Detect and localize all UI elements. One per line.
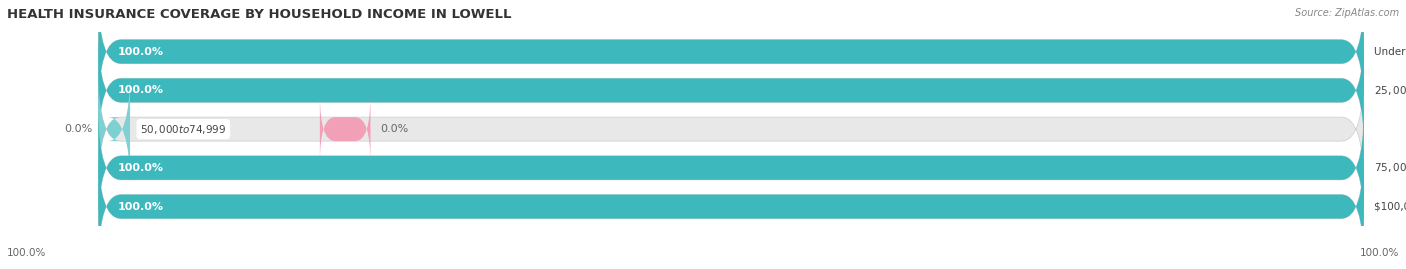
Text: 100.0%: 100.0%	[118, 47, 163, 57]
FancyBboxPatch shape	[98, 33, 1364, 148]
Text: 0.0%: 0.0%	[381, 124, 409, 134]
Text: $75,000 to $99,999: $75,000 to $99,999	[1374, 161, 1406, 174]
FancyBboxPatch shape	[98, 110, 1364, 226]
FancyBboxPatch shape	[98, 33, 1364, 148]
Text: $50,000 to $74,999: $50,000 to $74,999	[141, 123, 226, 136]
Text: 100.0%: 100.0%	[118, 201, 163, 212]
Text: $100,000 and over: $100,000 and over	[1374, 201, 1406, 212]
FancyBboxPatch shape	[321, 95, 371, 164]
Text: $25,000 to $49,999: $25,000 to $49,999	[1374, 84, 1406, 97]
FancyBboxPatch shape	[98, 0, 1364, 109]
FancyBboxPatch shape	[98, 149, 1364, 264]
Text: Source: ZipAtlas.com: Source: ZipAtlas.com	[1295, 8, 1399, 18]
FancyBboxPatch shape	[98, 0, 1364, 109]
Text: 100.0%: 100.0%	[118, 85, 163, 95]
Text: 100.0%: 100.0%	[7, 248, 46, 258]
Text: 100.0%: 100.0%	[1360, 248, 1399, 258]
Text: Under $25,000: Under $25,000	[1374, 47, 1406, 57]
Text: HEALTH INSURANCE COVERAGE BY HOUSEHOLD INCOME IN LOWELL: HEALTH INSURANCE COVERAGE BY HOUSEHOLD I…	[7, 8, 512, 21]
Text: 100.0%: 100.0%	[118, 163, 163, 173]
Text: 0.0%: 0.0%	[63, 124, 93, 134]
FancyBboxPatch shape	[98, 149, 1364, 264]
FancyBboxPatch shape	[98, 71, 1364, 187]
FancyBboxPatch shape	[98, 110, 1364, 226]
FancyBboxPatch shape	[98, 71, 131, 187]
